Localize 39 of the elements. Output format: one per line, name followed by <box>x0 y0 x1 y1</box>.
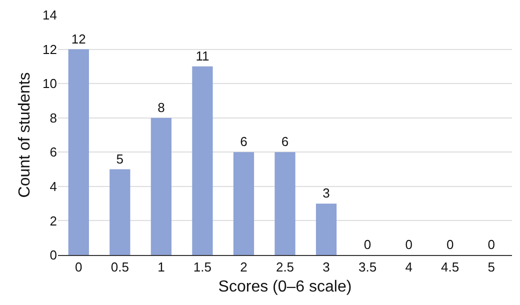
data-label: 5 <box>116 151 124 166</box>
x-tick-label: 0.5 <box>110 260 129 275</box>
bar <box>110 169 130 255</box>
x-axis-title: Scores (0–6 scale) <box>218 278 352 296</box>
y-axis-title: Count of students <box>16 72 34 198</box>
bar <box>316 204 337 255</box>
bar <box>233 152 254 255</box>
x-tick-label: 1.5 <box>193 260 212 275</box>
data-label: 6 <box>281 134 289 150</box>
y-tick-label: 14 <box>42 8 57 23</box>
data-label: 3 <box>322 186 330 201</box>
data-label: 0 <box>446 237 454 252</box>
data-label: 8 <box>158 100 165 115</box>
bar <box>68 49 89 255</box>
y-tick-label: 0 <box>50 248 57 263</box>
data-label: 6 <box>240 134 248 150</box>
x-tick-label: 2 <box>240 260 248 275</box>
x-tick-label: 4.5 <box>441 260 460 275</box>
data-label: 0 <box>364 237 372 252</box>
y-tick-label: 10 <box>42 76 57 92</box>
y-tick-label: 6 <box>50 144 57 160</box>
data-label: 12 <box>71 31 86 46</box>
y-tick-label: 4 <box>50 178 57 194</box>
x-tick-label: 5 <box>488 260 495 275</box>
x-tick-label: 3 <box>322 260 330 275</box>
bar <box>192 66 213 255</box>
bar <box>274 152 296 255</box>
data-label: 11 <box>196 48 210 64</box>
x-tick-label: 1 <box>158 260 165 275</box>
y-tick-label: 8 <box>50 110 57 126</box>
y-tick-label: 2 <box>50 213 57 228</box>
x-tick-label: 0 <box>75 260 82 275</box>
x-tick-label: 2.5 <box>276 260 294 275</box>
data-label: 0 <box>405 237 412 252</box>
x-tick-label: 3.5 <box>358 260 377 275</box>
bar <box>150 118 172 255</box>
y-tick-label: 12 <box>42 42 57 57</box>
data-label: 0 <box>488 237 495 252</box>
x-tick-label: 4 <box>405 260 412 275</box>
